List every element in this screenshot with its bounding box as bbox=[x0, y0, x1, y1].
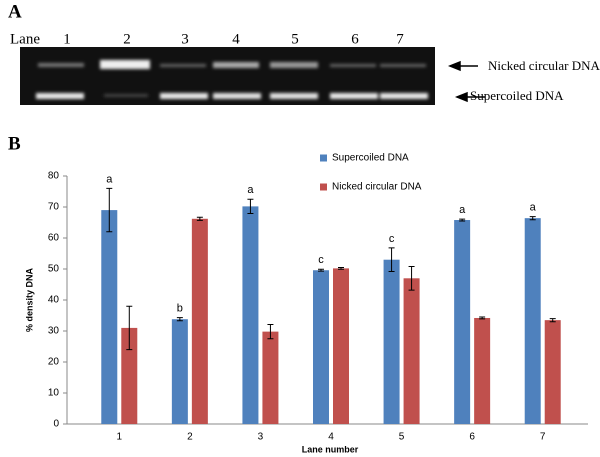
bar bbox=[171, 319, 188, 424]
lane-number: 7 bbox=[396, 31, 404, 47]
arrows bbox=[447, 60, 485, 103]
lane-label: Lane bbox=[10, 31, 40, 47]
bar bbox=[383, 259, 400, 424]
bar bbox=[544, 320, 561, 424]
y-tick-label: 60 bbox=[48, 233, 60, 244]
error-bar bbox=[318, 268, 324, 272]
x-tick-label: 4 bbox=[328, 432, 334, 443]
error-bar bbox=[338, 266, 344, 270]
bar bbox=[313, 270, 329, 424]
panel-label: A bbox=[8, 1, 22, 22]
bar bbox=[262, 331, 279, 424]
y-tick-label: 80 bbox=[48, 171, 60, 182]
error-bar bbox=[196, 216, 203, 221]
annotation: a bbox=[247, 184, 254, 196]
error-bar bbox=[479, 316, 486, 320]
error-bar bbox=[106, 187, 113, 233]
y-tick-label: 10 bbox=[48, 388, 60, 399]
legend-swatch bbox=[320, 183, 327, 191]
annotation: c bbox=[389, 233, 395, 245]
annotation: c bbox=[318, 254, 324, 266]
lane-number: 3 bbox=[181, 31, 189, 47]
annotation: a bbox=[530, 202, 537, 214]
x-tick-label: 2 bbox=[187, 432, 193, 443]
x-tick-label: 7 bbox=[540, 432, 546, 443]
bar bbox=[403, 278, 420, 424]
bar bbox=[333, 268, 349, 424]
x-tick-label: 3 bbox=[258, 432, 264, 443]
bar bbox=[242, 206, 259, 424]
legend-swatch bbox=[320, 154, 327, 162]
lane-number: 6 bbox=[351, 31, 359, 47]
error-bar bbox=[267, 323, 274, 340]
panel-label: B bbox=[8, 133, 21, 154]
legend-label: Supercoiled DNA bbox=[332, 153, 409, 164]
y-tick-label: 0 bbox=[53, 419, 59, 430]
y-tick-label: 20 bbox=[48, 357, 60, 368]
y-tick-label: 30 bbox=[48, 326, 60, 337]
lane-number: 2 bbox=[123, 31, 131, 47]
lane-number: 4 bbox=[232, 31, 240, 47]
error-bar bbox=[247, 198, 254, 215]
y-tick-label: 40 bbox=[48, 295, 60, 306]
error-bar bbox=[459, 218, 466, 222]
lane-number: 1 bbox=[63, 31, 71, 47]
y-tick-label: 70 bbox=[48, 202, 60, 213]
bar bbox=[101, 210, 118, 424]
legend-label: Nicked circular DNA bbox=[332, 182, 422, 193]
x-tick-label: 5 bbox=[399, 432, 405, 443]
bar bbox=[524, 218, 541, 424]
annotation: a bbox=[459, 204, 466, 216]
x-tick-label: 1 bbox=[117, 432, 123, 443]
error-bar bbox=[549, 318, 556, 323]
bar bbox=[454, 220, 471, 424]
error-bar bbox=[126, 305, 133, 351]
error-bar bbox=[388, 247, 395, 272]
band-label: Nicked circular DNA bbox=[488, 58, 600, 73]
annotation: a bbox=[106, 173, 113, 185]
error-bar bbox=[529, 216, 536, 221]
band-label: Supercoiled DNA bbox=[470, 88, 564, 103]
x-tick-label: 6 bbox=[469, 432, 475, 443]
bar bbox=[474, 317, 491, 424]
y-axis-label: % density DNA bbox=[24, 267, 34, 332]
lane-number: 5 bbox=[291, 31, 299, 47]
error-bar bbox=[408, 266, 415, 291]
gel-bands bbox=[36, 60, 428, 99]
y-tick-label: 50 bbox=[48, 264, 60, 275]
bar bbox=[191, 218, 208, 424]
x-axis-label: Lane number bbox=[302, 444, 359, 454]
bar bbox=[121, 327, 138, 424]
error-bar bbox=[176, 317, 183, 322]
annotation: b bbox=[177, 303, 183, 315]
